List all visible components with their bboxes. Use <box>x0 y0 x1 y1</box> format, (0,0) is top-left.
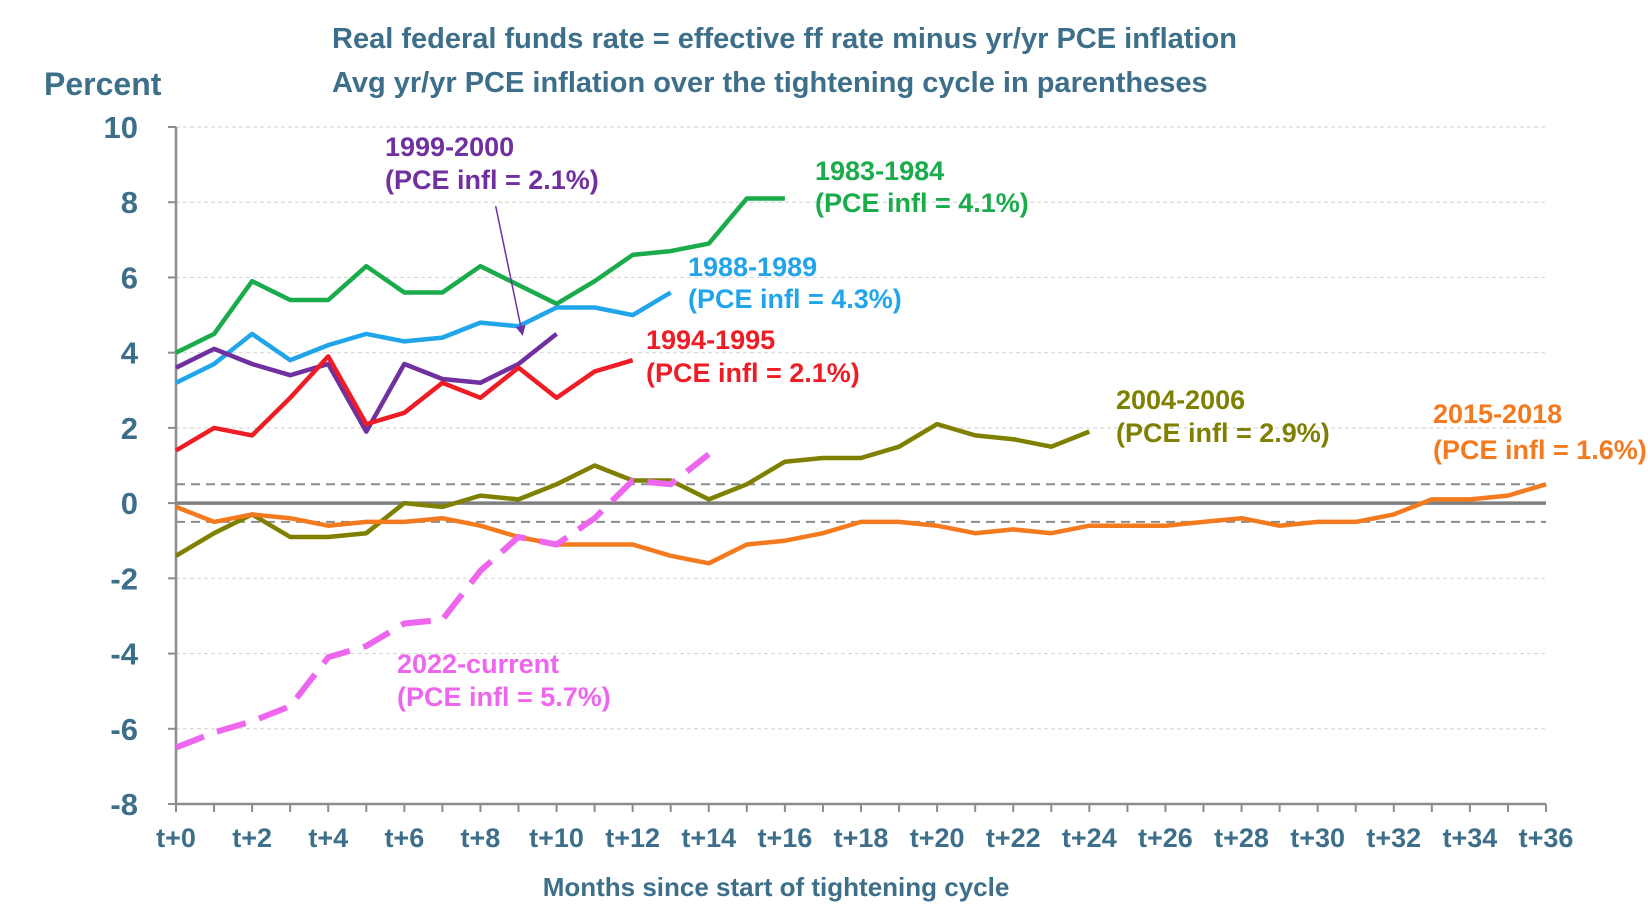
y-ticks: 10 8 6 4 2 0 -2 -4 -6 -8 <box>104 110 176 822</box>
x-tick-label: t+24 <box>1062 823 1117 853</box>
x-tick-label: t+18 <box>834 823 889 853</box>
x-tick-label: t+20 <box>910 823 965 853</box>
label-2015-2018-name: 2015-2018 <box>1433 399 1562 429</box>
series-line-2015-2018 <box>175 482 1547 566</box>
x-tick-label: t+0 <box>156 823 196 853</box>
chart-title-line-2: Avg yr/yr PCE inflation over the tighten… <box>332 67 1208 99</box>
x-axis-label: Months since start of tightening cycle <box>543 872 1010 902</box>
y-tick-label: 10 <box>104 110 138 145</box>
x-tick-label: t+32 <box>1366 823 1421 853</box>
label-1983-1984-infl: (PCE infl = 4.1%) <box>815 188 1029 218</box>
chart-title-line-1: Real federal funds rate = effective ff r… <box>332 23 1237 55</box>
series-labels: 1983-1984 (PCE infl = 4.1%) 1988-1989 (P… <box>385 132 1647 712</box>
label-1988-1989-infl: (PCE infl = 4.3%) <box>688 284 902 314</box>
y-tick-label: -6 <box>110 712 138 747</box>
x-tick-label: t+16 <box>757 823 812 853</box>
x-tick-label: t+12 <box>605 823 660 853</box>
x-tick-label: t+34 <box>1442 823 1497 853</box>
x-tick-label: t+8 <box>461 823 501 853</box>
x-tick-label: t+10 <box>529 823 584 853</box>
label-2022-current-infl: (PCE infl = 5.7%) <box>397 682 611 712</box>
x-ticks: t+0 t+2 t+4 t+6 t+8 t+10 t+12 t+14 t+16 t+18 t+20 t… <box>156 804 1573 853</box>
x-tick-label: t+6 <box>384 823 424 853</box>
label-2015-2018-infl: (PCE infl = 1.6%) <box>1433 435 1647 465</box>
label-1988-1989-name: 1988-1989 <box>688 252 817 282</box>
label-1994-1995-name: 1994-1995 <box>646 325 775 355</box>
x-tick-label: t+26 <box>1138 823 1193 853</box>
series-line-1988-1989 <box>175 290 672 385</box>
x-tick-label: t+2 <box>232 823 272 853</box>
x-tick-label: t+28 <box>1214 823 1269 853</box>
y-tick-label: -2 <box>110 561 138 596</box>
y-tick-label: 8 <box>121 185 138 220</box>
x-tick-label: t+36 <box>1519 823 1574 853</box>
series-line-1999-2000 <box>175 332 558 434</box>
axes <box>174 127 1546 806</box>
x-tick-label: t+22 <box>986 823 1041 853</box>
y-tick-label: -4 <box>110 637 138 672</box>
series-line-1983-1984 <box>175 196 785 355</box>
series-line-2004-2006 <box>174 421 1091 558</box>
y-tick-label: 2 <box>121 411 138 446</box>
label-2022-current-name: 2022-current <box>397 649 559 679</box>
label-2004-2006-infl: (PCE infl = 2.9%) <box>1116 418 1330 448</box>
annotation-arrow-1999-2000 <box>494 205 526 336</box>
label-1999-2000-name: 1999-2000 <box>385 132 514 162</box>
label-1999-2000-infl: (PCE infl = 2.1%) <box>385 165 599 195</box>
series-line-1994-1995 <box>174 354 634 453</box>
y-axis-label: Percent <box>44 66 162 102</box>
y-tick-label: 4 <box>121 336 139 371</box>
x-tick-label: t+14 <box>681 823 736 853</box>
y-tick-label: 0 <box>121 486 138 521</box>
y-tick-label: -8 <box>110 787 138 822</box>
label-2004-2006-name: 2004-2006 <box>1116 385 1245 415</box>
x-tick-label: t+4 <box>308 823 348 853</box>
x-tick-label: t+30 <box>1290 823 1345 853</box>
label-1994-1995-infl: (PCE infl = 2.1%) <box>646 358 860 388</box>
y-tick-label: 6 <box>121 260 138 295</box>
reference-lines <box>176 483 1546 523</box>
series-lines <box>174 196 1547 751</box>
series-line-2022-current <box>174 451 711 751</box>
label-1983-1984-name: 1983-1984 <box>815 156 944 186</box>
